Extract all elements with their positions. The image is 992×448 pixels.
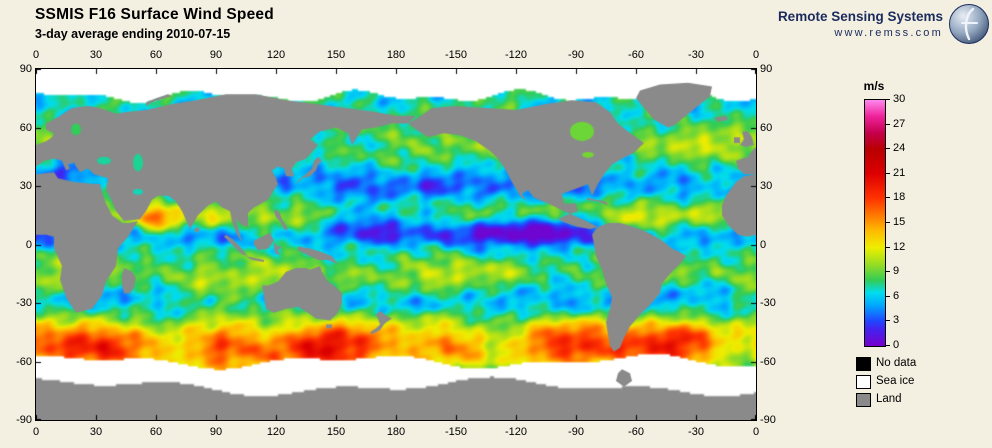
colorbar-tick-mark bbox=[886, 345, 890, 346]
colorbar-tick-label: 21 bbox=[893, 166, 906, 179]
lon-tick-label-bottom: -120 bbox=[504, 426, 528, 438]
colorbar-tick-mark bbox=[886, 148, 890, 150]
colorbar-tick-mark bbox=[886, 271, 890, 273]
lon-tick-label-top: -120 bbox=[504, 49, 528, 61]
colorbar-tick-label: 9 bbox=[893, 265, 900, 278]
legend-swatch-no-data bbox=[856, 357, 871, 371]
lat-tick-label-right: 30 bbox=[760, 180, 773, 192]
colorbar-unit-label: m/s bbox=[863, 79, 885, 93]
colorbar-tick-label: 3 bbox=[893, 314, 900, 327]
lat-tick-label-right: -60 bbox=[760, 355, 776, 368]
lon-tick-label-top: 90 bbox=[209, 49, 223, 61]
colorbar-tick-label: 24 bbox=[893, 142, 906, 155]
lon-tick-label-top: -30 bbox=[688, 49, 704, 61]
lon-tick-label-top: 30 bbox=[89, 49, 103, 61]
lat-tick-label-left: -30 bbox=[16, 297, 32, 309]
lon-tick-label-bottom: 60 bbox=[149, 426, 163, 438]
lon-tick-label-bottom: 0 bbox=[752, 426, 760, 438]
page-title: SSMIS F16 Surface Wind Speed bbox=[35, 6, 274, 23]
brand-name: Remote Sensing Systems bbox=[777, 9, 943, 24]
lon-tick-label-bottom: 90 bbox=[209, 426, 223, 438]
lon-tick-label-bottom: 30 bbox=[89, 426, 103, 438]
branding: Remote Sensing Systems www.remss.com bbox=[778, 3, 990, 45]
legend-label: Sea ice bbox=[876, 375, 915, 387]
lon-tick-label-bottom: 180 bbox=[386, 426, 406, 438]
lon-tick-label-top: 120 bbox=[266, 49, 286, 61]
lon-tick-label-bottom: 150 bbox=[326, 426, 346, 438]
lat-tick-label-left: -60 bbox=[16, 355, 32, 368]
lon-tick-label-top: 180 bbox=[386, 49, 406, 61]
lat-tick-label-right: -90 bbox=[760, 414, 776, 426]
legend-swatch-sea-ice bbox=[856, 375, 871, 389]
colorbar-tick-label: 30 bbox=[893, 93, 906, 105]
lon-tick-label-top: 60 bbox=[149, 49, 163, 61]
colorbar-tick-label: 12 bbox=[893, 240, 906, 253]
colorbar-tick-label: 15 bbox=[893, 216, 906, 228]
remss-globe-logo bbox=[949, 4, 989, 44]
lon-tick-label-bottom: -60 bbox=[628, 426, 644, 438]
lon-tick-label-top: 0 bbox=[32, 49, 40, 61]
lon-tick-label-bottom: -90 bbox=[568, 426, 584, 438]
lat-tick-label-left: -90 bbox=[16, 414, 32, 426]
colorbar-tick-mark bbox=[886, 222, 890, 223]
colorbar bbox=[864, 99, 886, 347]
colorbar-tick-mark bbox=[886, 320, 890, 322]
lat-tick-label-left: 0 bbox=[25, 238, 32, 251]
lon-tick-label-top: 0 bbox=[752, 49, 760, 61]
brand-url-link[interactable]: www.remss.com bbox=[834, 27, 943, 39]
lat-tick-label-left: 30 bbox=[19, 180, 32, 192]
wind-speed-map bbox=[36, 69, 756, 420]
lon-tick-label-bottom: 0 bbox=[32, 426, 40, 438]
lat-tick-label-left: 60 bbox=[19, 121, 32, 134]
legend-label: Land bbox=[876, 393, 902, 405]
lat-tick-label-right: 0 bbox=[760, 238, 767, 251]
colorbar-tick-mark bbox=[886, 246, 890, 248]
colorbar-tick-mark bbox=[886, 99, 890, 100]
lon-tick-label-top: 150 bbox=[326, 49, 346, 61]
lat-tick-label-right: 90 bbox=[760, 63, 773, 75]
legend-label: No data bbox=[876, 357, 917, 369]
branding-text: Remote Sensing Systems www.remss.com bbox=[778, 3, 943, 39]
legend-swatch-land bbox=[856, 393, 871, 407]
lon-tick-label-bottom: -150 bbox=[444, 426, 468, 438]
lon-tick-label-top: -90 bbox=[568, 49, 584, 61]
lat-tick-label-right: 60 bbox=[760, 121, 773, 134]
page-subtitle: 3-day average ending 2010-07-15 bbox=[35, 27, 231, 41]
colorbar-tick-label: 6 bbox=[893, 289, 900, 302]
colorbar-tick-label: 0 bbox=[893, 339, 900, 351]
colorbar-tick-label: 27 bbox=[893, 117, 906, 130]
colorbar-tick-mark bbox=[886, 123, 890, 125]
lat-tick-label-right: -30 bbox=[760, 297, 776, 309]
lon-tick-label-top: -150 bbox=[444, 49, 468, 61]
colorbar-tick-mark bbox=[886, 295, 890, 297]
colorbar-tick-mark bbox=[886, 172, 890, 174]
lon-tick-label-bottom: 120 bbox=[266, 426, 286, 438]
colorbar-tick-label: 18 bbox=[893, 191, 906, 204]
lon-tick-label-top: -60 bbox=[628, 49, 644, 61]
lat-tick-label-left: 90 bbox=[19, 63, 32, 75]
lon-tick-label-bottom: -30 bbox=[688, 426, 704, 438]
map-frame bbox=[35, 68, 757, 421]
colorbar-tick-mark bbox=[886, 197, 890, 199]
